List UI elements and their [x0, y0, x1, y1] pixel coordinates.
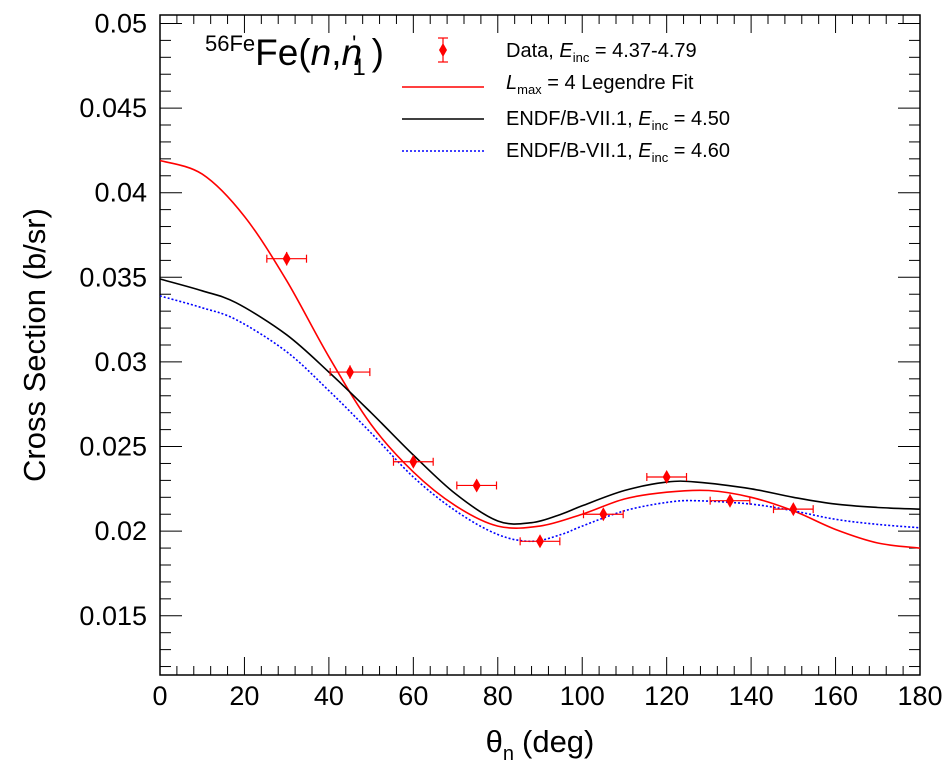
x-tick-label: 20 [229, 681, 259, 711]
curve-endf450 [159, 278, 921, 525]
x-tick-label: 40 [314, 681, 344, 711]
ejectile-level: 1 [352, 54, 365, 81]
y-tick-label: 0.02 [94, 516, 147, 546]
reaction-close: ) [372, 32, 384, 73]
diamond-marker [346, 365, 354, 380]
y-tick-label: 0.025 [79, 432, 147, 462]
data-points [266, 251, 814, 549]
legend-label-endf450: ENDF/B-VII.1, Einc = 4.50 [506, 108, 730, 133]
mass-number: 56 [205, 31, 229, 56]
ejectile-prime: ' [352, 31, 356, 56]
x-tick-label: 60 [398, 681, 428, 711]
diamond-marker [536, 534, 544, 549]
curve-fit [159, 159, 921, 549]
legend-label-data: Data, Einc = 4.37-4.79 [506, 40, 697, 65]
y-tick-label: 0.015 [79, 601, 147, 631]
diamond-marker [409, 454, 418, 469]
x-tick-labels: 0 20 40 60 80 100 120 140 160 180 [152, 681, 942, 711]
ejectile: n [342, 32, 363, 73]
data-point [646, 470, 688, 484]
data-point [392, 454, 434, 469]
x-axis-label: θn (deg) [486, 724, 595, 765]
legend-label-endf460: ENDF/B-VII.1, Einc = 4.60 [506, 140, 730, 165]
legend-label-fit: Lmax = 4 Legendre Fit [506, 72, 694, 97]
y-tick-label: 0.045 [79, 93, 147, 123]
legend: Data, Einc = 4.37-4.79 Lmax = 4 Legendre… [402, 37, 730, 165]
element-superscript: Fe [229, 31, 255, 56]
y-tick-label: 0.04 [94, 178, 147, 208]
x-tick-label: 0 [152, 681, 167, 711]
x-tick-label: 80 [483, 681, 513, 711]
data-point [329, 365, 371, 380]
diamond-marker [599, 507, 608, 522]
y-tick-label: 0.035 [79, 262, 147, 292]
data-point [709, 493, 751, 508]
curve-endf460 [159, 295, 921, 543]
diamond-marker [726, 493, 734, 508]
data-point [266, 251, 308, 266]
reaction-prefix: Fe( [255, 32, 311, 73]
x-tick-label: 120 [644, 681, 689, 711]
y-axis-label: Cross Section (b/sr) [17, 208, 52, 482]
data-point [456, 478, 498, 493]
data-point [772, 502, 814, 517]
data-point [582, 507, 624, 522]
y-tick-label: 0.03 [94, 347, 147, 377]
x-tick-label: 100 [560, 681, 605, 711]
y-tick-label: 0.05 [94, 8, 147, 38]
projectile: n [311, 32, 332, 73]
x-tick-label: 180 [897, 681, 942, 711]
diamond-marker [472, 478, 481, 493]
reaction-comma: , [331, 32, 341, 73]
data-point [519, 534, 561, 549]
axis-ticks [159, 15, 921, 675]
y-tick-labels: 0.015 0.02 0.025 0.03 0.035 0.04 0.045 0.05 [79, 8, 147, 630]
x-tick-label: 140 [729, 681, 774, 711]
model-curves [159, 159, 921, 549]
reaction-label: 56FeFe(n,n' 1) [205, 31, 384, 81]
x-tick-label: 160 [813, 681, 858, 711]
diamond-marker [282, 251, 291, 266]
legend-symbol-data [438, 37, 448, 63]
diamond-marker [662, 470, 671, 484]
diamond-marker [789, 502, 798, 517]
